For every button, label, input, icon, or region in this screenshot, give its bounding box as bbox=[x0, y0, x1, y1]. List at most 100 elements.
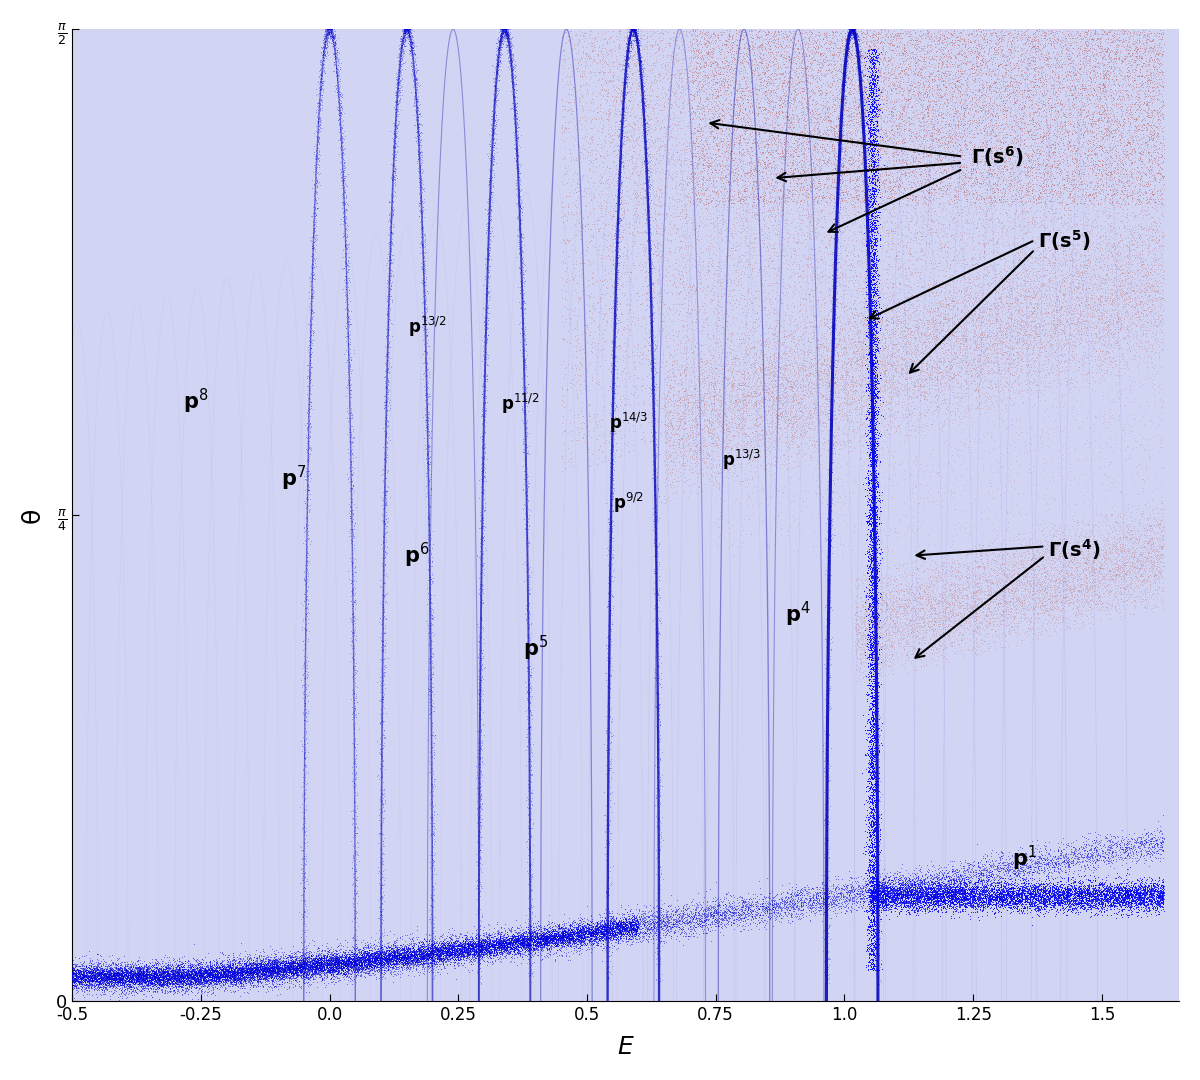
Point bbox=[1014, 893, 1033, 910]
Point bbox=[676, 461, 695, 478]
Point bbox=[230, 961, 250, 978]
Point bbox=[1118, 268, 1138, 285]
Point bbox=[1103, 186, 1122, 203]
Point bbox=[298, 462, 317, 480]
Point bbox=[910, 880, 929, 897]
Point bbox=[1145, 285, 1164, 302]
Point bbox=[966, 588, 985, 605]
Point bbox=[1033, 95, 1052, 112]
Point bbox=[122, 957, 142, 974]
Point bbox=[685, 241, 704, 258]
Point bbox=[902, 36, 922, 53]
Point bbox=[996, 156, 1015, 173]
Point bbox=[773, 319, 792, 336]
Point bbox=[746, 403, 766, 420]
Point bbox=[562, 926, 581, 943]
Point bbox=[755, 897, 774, 915]
Point bbox=[1046, 89, 1066, 106]
Point bbox=[755, 71, 774, 89]
Point bbox=[378, 388, 397, 405]
Point bbox=[378, 226, 397, 243]
Point bbox=[877, 646, 896, 663]
Point bbox=[988, 312, 1007, 329]
Point bbox=[864, 792, 883, 809]
Point bbox=[1045, 254, 1064, 271]
Point bbox=[914, 109, 934, 126]
Point bbox=[290, 978, 310, 996]
Point bbox=[806, 226, 826, 243]
Point bbox=[1152, 888, 1171, 905]
Point bbox=[1000, 121, 1019, 138]
Point bbox=[706, 314, 725, 332]
Point bbox=[778, 899, 797, 916]
Point bbox=[686, 438, 706, 456]
Point bbox=[443, 942, 462, 959]
Point bbox=[730, 82, 749, 99]
Point bbox=[978, 571, 997, 589]
Point bbox=[1135, 538, 1154, 555]
Point bbox=[1073, 883, 1092, 901]
Point bbox=[864, 806, 883, 823]
Point bbox=[932, 586, 952, 604]
Point bbox=[354, 944, 373, 961]
Point bbox=[937, 888, 956, 905]
Point bbox=[1086, 251, 1105, 268]
Point bbox=[1124, 280, 1144, 297]
Point bbox=[838, 322, 857, 339]
Point bbox=[158, 951, 178, 969]
Point bbox=[811, 372, 830, 389]
Point bbox=[509, 245, 528, 262]
Point bbox=[1081, 140, 1100, 158]
Point bbox=[1088, 266, 1108, 283]
Point bbox=[865, 636, 884, 653]
Point bbox=[868, 113, 887, 131]
Point bbox=[864, 244, 883, 261]
Point bbox=[683, 136, 702, 153]
Point bbox=[162, 961, 181, 978]
Point bbox=[1031, 434, 1050, 451]
Point bbox=[788, 384, 808, 402]
Point bbox=[863, 508, 882, 525]
Point bbox=[469, 940, 488, 957]
Point bbox=[866, 494, 886, 511]
Point bbox=[1009, 595, 1028, 612]
Point bbox=[396, 948, 415, 966]
Point bbox=[216, 967, 235, 984]
Point bbox=[517, 589, 536, 606]
Point bbox=[602, 411, 622, 429]
Point bbox=[971, 188, 990, 205]
Point bbox=[1018, 138, 1037, 156]
Point bbox=[856, 638, 875, 656]
Point bbox=[1084, 39, 1103, 56]
Point bbox=[841, 75, 860, 92]
Point bbox=[682, 68, 701, 85]
Point bbox=[378, 343, 397, 361]
Point bbox=[458, 933, 478, 950]
Point bbox=[1139, 553, 1158, 570]
Point bbox=[224, 962, 244, 980]
Point bbox=[714, 135, 733, 152]
Point bbox=[420, 556, 439, 573]
Point bbox=[860, 603, 880, 620]
Point bbox=[700, 85, 719, 103]
Point bbox=[161, 967, 180, 984]
Point bbox=[948, 578, 967, 595]
Point bbox=[126, 980, 145, 997]
Point bbox=[302, 322, 322, 339]
Point bbox=[1033, 881, 1052, 899]
Point bbox=[976, 890, 995, 907]
Point bbox=[853, 285, 872, 302]
Point bbox=[722, 375, 742, 392]
Point bbox=[695, 151, 714, 168]
Point bbox=[865, 402, 884, 419]
Point bbox=[281, 960, 300, 977]
Point bbox=[1130, 284, 1150, 301]
Point bbox=[472, 943, 491, 960]
Point bbox=[757, 265, 776, 282]
Point bbox=[820, 542, 839, 559]
Point bbox=[374, 638, 394, 656]
Point bbox=[1084, 839, 1103, 856]
Point bbox=[646, 337, 665, 354]
Point bbox=[986, 566, 1006, 583]
Point bbox=[1006, 860, 1025, 877]
